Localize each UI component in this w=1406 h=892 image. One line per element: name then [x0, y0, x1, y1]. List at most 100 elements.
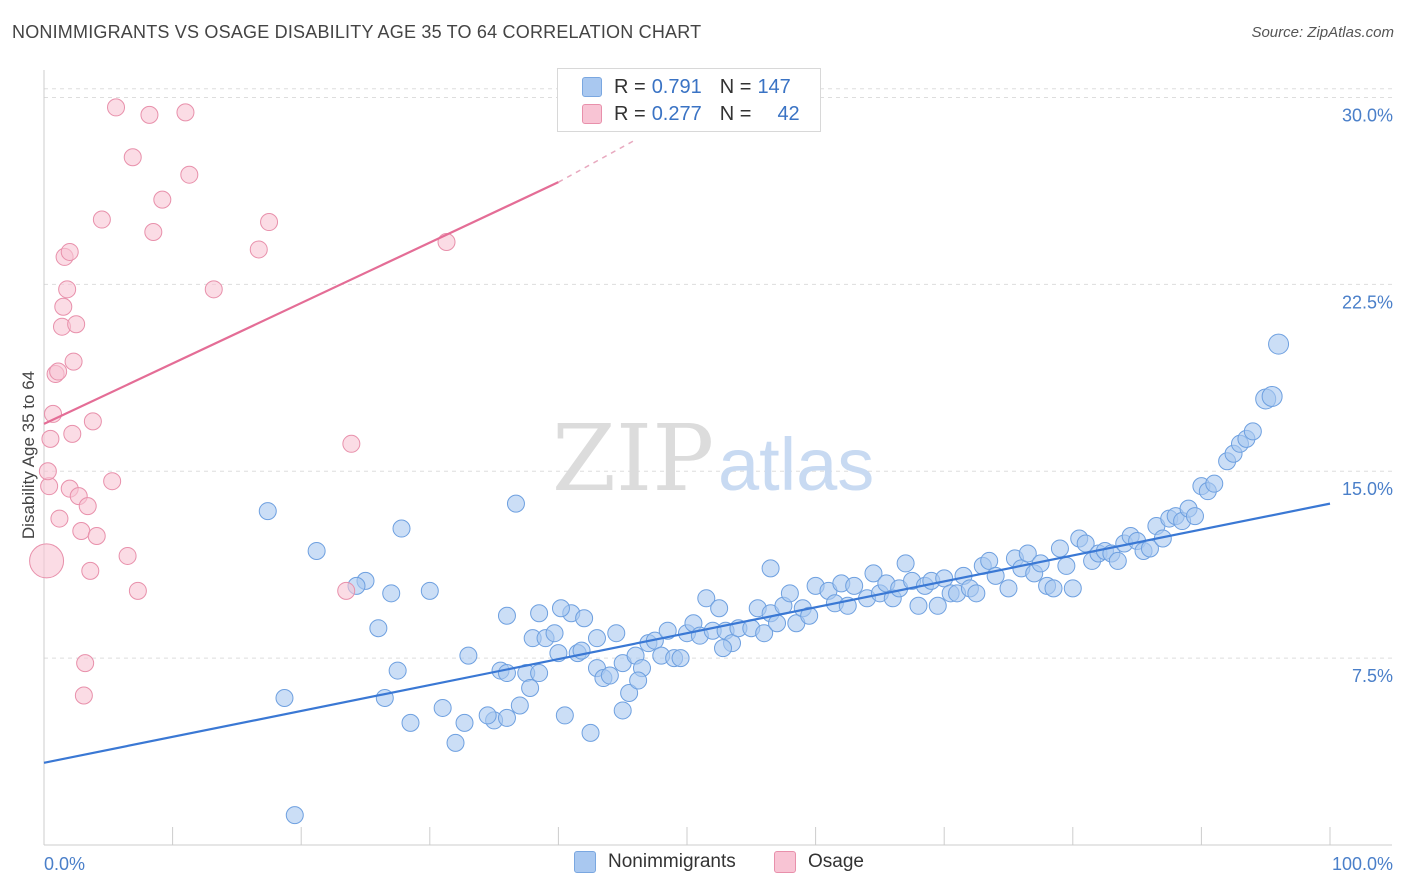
data-point-nonimmigrants	[392, 519, 411, 538]
legend-label-nonimmigrants: Nonimmigrants	[608, 851, 736, 872]
data-point-nonimmigrants	[369, 619, 388, 638]
data-point-nonimmigrants	[497, 606, 516, 625]
legend-n-value: 42	[777, 102, 800, 125]
data-point-nonimmigrants	[928, 596, 947, 615]
data-point-nonimmigrants	[587, 629, 606, 648]
data-point-osage	[144, 223, 163, 242]
data-point-osage	[337, 581, 356, 600]
data-point-nonimmigrants	[581, 723, 600, 742]
data-point-nonimmigrants	[755, 624, 774, 643]
data-point-nonimmigrants	[497, 664, 516, 683]
axes	[43, 70, 1392, 846]
data-point-osage	[54, 297, 73, 316]
data-point-nonimmigrants	[433, 698, 452, 717]
data-point-nonimmigrants	[382, 584, 401, 603]
data-point-nonimmigrants	[420, 581, 439, 600]
data-point-nonimmigrants	[1044, 579, 1063, 598]
legend-r-value: 0.791	[651, 75, 702, 98]
data-point-nonimmigrants	[1057, 556, 1076, 575]
legend-label-osage: Osage	[808, 851, 864, 872]
data-point-osage	[118, 546, 137, 565]
data-point-osage	[260, 213, 279, 232]
data-point-nonimmigrants	[497, 708, 516, 727]
data-point-nonimmigrants	[1063, 579, 1082, 598]
legend-item-osage: Osage	[774, 851, 864, 873]
data-point-nonimmigrants	[607, 624, 626, 643]
data-point-osage	[342, 434, 361, 453]
data-point-nonimmigrants	[600, 666, 619, 685]
legend-swatch-nonimmigrants	[574, 851, 596, 873]
data-point-nonimmigrants	[446, 733, 465, 752]
legend-r-label: R =	[614, 102, 646, 125]
y-axis-label: Disability Age 35 to 64	[19, 371, 38, 539]
x-tick-label: 100.0%	[1332, 854, 1393, 874]
data-point-osage	[81, 561, 100, 580]
data-point-nonimmigrants	[307, 541, 326, 560]
data-point-nonimmigrants	[275, 688, 294, 707]
data-point-nonimmigrants	[401, 713, 420, 732]
chart-title: NONIMMIGRANTS VS OSAGE DISABILITY AGE 35…	[12, 22, 702, 42]
data-point-osage	[103, 472, 122, 491]
trend-line-nonimmigrants	[43, 502, 1331, 764]
data-point-nonimmigrants	[1185, 507, 1204, 526]
data-point-nonimmigrants	[999, 579, 1018, 598]
data-point-nonimmigrants	[1205, 474, 1224, 493]
data-point-nonimmigrants	[780, 584, 799, 603]
data-point-osage	[50, 509, 69, 528]
data-point-osage	[74, 686, 93, 705]
watermark-atlas: atlas	[718, 423, 874, 506]
y-tick-label: 15.0%	[1342, 479, 1393, 499]
data-point-osage	[58, 280, 77, 299]
data-point-osage	[60, 242, 79, 261]
data-point-nonimmigrants	[710, 599, 729, 618]
data-point-nonimmigrants	[530, 664, 549, 683]
data-point-nonimmigrants	[935, 569, 954, 588]
data-point-osage	[153, 190, 172, 209]
data-point-nonimmigrants	[896, 554, 915, 573]
data-point-nonimmigrants	[697, 589, 716, 608]
data-point-osage	[123, 148, 142, 167]
data-point-osage	[64, 352, 83, 371]
data-point-osage	[437, 232, 456, 251]
data-point-nonimmigrants	[555, 706, 574, 725]
legend-item-nonimmigrants: Nonimmigrants	[574, 851, 736, 873]
data-point-osage	[49, 362, 68, 381]
data-point-osage	[180, 165, 199, 184]
data-point-nonimmigrants	[388, 661, 407, 680]
data-point-osage	[87, 527, 106, 546]
data-point-osage	[38, 462, 57, 481]
data-point-nonimmigrants	[455, 713, 474, 732]
data-point-nonimmigrants	[530, 604, 549, 623]
stats-legend: R = 0.791 N = 147 R = 0.277 N = 42	[557, 68, 821, 132]
data-point-nonimmigrants	[575, 609, 594, 628]
series-legend: Nonimmigrants Osage	[0, 851, 1406, 877]
data-point-osage	[92, 210, 111, 229]
legend-swatch-osage	[582, 104, 602, 124]
data-point-nonimmigrants	[510, 696, 529, 715]
data-point-nonimmigrants	[714, 639, 733, 658]
data-point-nonimmigrants	[506, 494, 525, 513]
data-point-osage	[128, 581, 147, 600]
data-point-nonimmigrants	[545, 624, 564, 643]
trend-lines	[43, 139, 1331, 764]
data-point-nonimmigrants	[1108, 551, 1127, 570]
data-point-nonimmigrants	[629, 671, 648, 690]
data-point-osage	[29, 543, 65, 579]
watermark: ZIP atlas	[552, 405, 874, 512]
trend-line-osage	[43, 181, 559, 425]
data-point-nonimmigrants	[845, 576, 864, 595]
data-point-nonimmigrants	[459, 646, 478, 665]
source-attribution: Source: ZipAtlas.com	[1251, 24, 1394, 41]
data-point-nonimmigrants	[521, 679, 540, 698]
data-point-nonimmigrants	[1268, 333, 1290, 355]
data-point-nonimmigrants	[671, 649, 690, 668]
data-point-osage	[67, 315, 86, 334]
data-point-nonimmigrants	[909, 596, 928, 615]
legend-row-osage: R = 0.277 N = 42	[582, 102, 800, 126]
watermark-zip: ZIP	[552, 405, 714, 512]
data-point-nonimmigrants	[980, 551, 999, 570]
data-point-osage	[40, 477, 59, 496]
trend-line-osage-extension	[558, 139, 636, 183]
data-point-nonimmigrants	[478, 706, 497, 725]
